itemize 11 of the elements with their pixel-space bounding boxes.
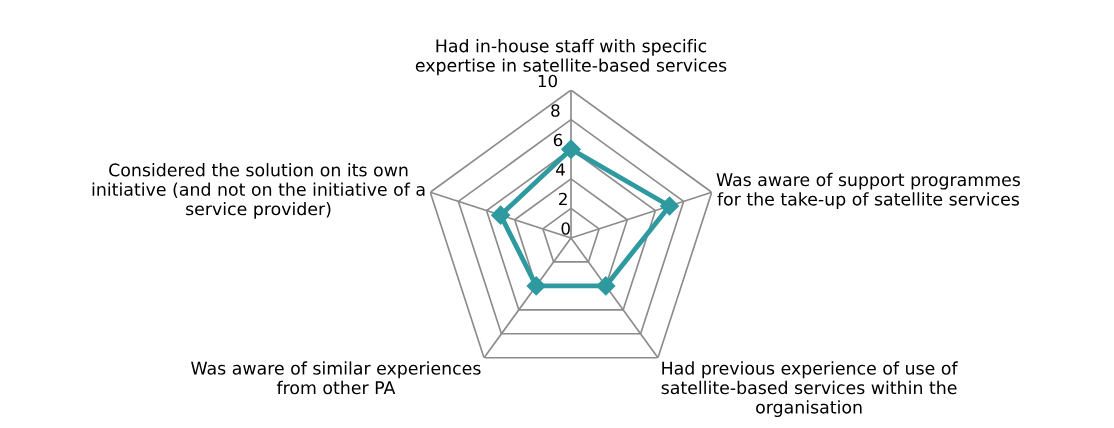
y-tick-label: 6 [553,133,563,147]
y-tick-label: 10 [538,74,557,88]
y-tick-label: 8 [551,104,560,117]
y-tick-label: 0 [561,222,570,235]
spoke-label: Was aware of similar experiences from other PA [191,361,481,395]
spoke-label: Had previous experience of use of satellite-based services within the organisation [661,361,958,418]
y-tick-label: 2 [559,192,567,206]
spoke-label: Had in-house staff with specific expertise in satellite-based services [415,38,727,76]
spoke-label: Was aware of support programmes for the take-up of satellite services [716,172,1020,210]
spoke-label: Considered the solution on its own initiative (and not on the initiative of a service provider) [92,163,425,219]
y-tick-label: 4 [556,163,565,176]
